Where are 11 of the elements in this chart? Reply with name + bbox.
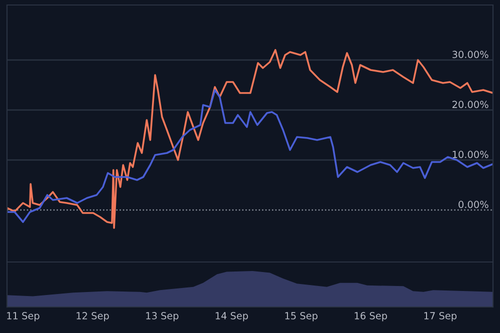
x-tick-label: 13 Sep — [146, 312, 178, 322]
x-tick-label: 16 Sep — [354, 312, 388, 322]
x-tick-label: 14 Sep — [216, 312, 248, 322]
y-tick-label: 10.00% — [452, 150, 488, 158]
x-tick-label: 15 Sep — [285, 312, 318, 322]
x-tick-label: 12 Sep — [76, 312, 109, 322]
y-tick-label: 20.00% — [452, 100, 488, 108]
x-tick-label: 11 Sep — [7, 312, 40, 322]
y-tick-label: 0.00% — [458, 200, 488, 208]
y-tick-label: 30.00% — [452, 50, 488, 58]
x-tick-label: 17 Sep — [424, 312, 457, 322]
